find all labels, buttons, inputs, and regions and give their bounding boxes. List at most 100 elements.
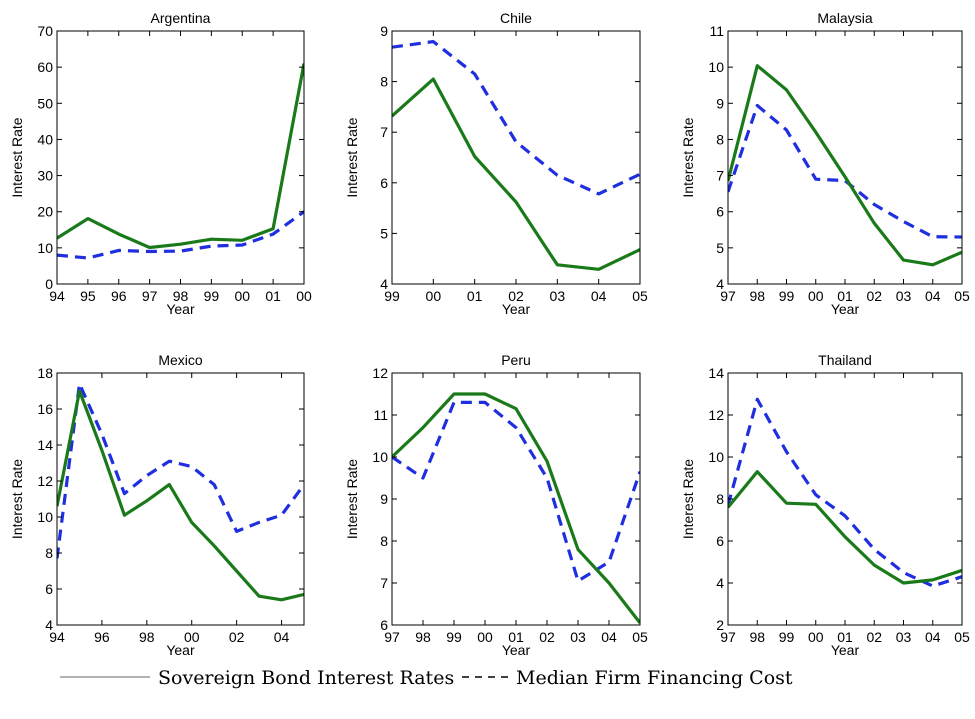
x-tick-label: 99 (204, 288, 220, 304)
y-tick-label: 7 (380, 575, 388, 591)
panel-title: Chile (500, 10, 532, 26)
y-tick-label: 5 (380, 225, 388, 241)
sovereign-series-line-peru (392, 392, 640, 624)
panel-argentina: 94 95 96 97 98 99 00 01 00010203040506070Argenti… (9, 10, 312, 317)
firm-series-line-malaysia (728, 103, 962, 239)
y-tick-label: 12 (372, 365, 388, 381)
x-tick-label: 01 (265, 288, 281, 304)
y-tick-label: 11 (709, 23, 724, 39)
y-axis-label: Interest Rate (344, 117, 360, 197)
x-tick-label: 00 (234, 288, 250, 304)
y-tick-label: 14 (37, 437, 53, 453)
y-tick-label: 20 (37, 204, 53, 220)
y-tick-label: 40 (37, 131, 53, 147)
y-tick-label: 8 (716, 131, 724, 147)
panel-chile: 99 00 01 02 03 04 05 4 5 6 7 8 9 Chile Year Interest Ra… (344, 10, 648, 317)
y-tick-label: 12 (708, 407, 724, 423)
x-tick-label: 96 (111, 288, 127, 304)
y-tick-label: 0 (45, 276, 53, 292)
firm-legend-label: Median Firm Financing Cost (516, 667, 793, 689)
x-tick-label: 04 (601, 629, 617, 645)
x-tick-label: 98 (749, 288, 765, 304)
x-tick-label: 02 (866, 629, 882, 645)
legend-caption: Sovereign Bond Interest Rates Median Fir… (60, 667, 793, 689)
x-tick-label: 03 (896, 288, 912, 304)
plot-frame-argentina (56, 30, 305, 285)
y-tick-label: 8 (716, 491, 724, 507)
x-tick-label: 98 (173, 288, 189, 304)
y-tick-label: 2 (716, 617, 724, 633)
x-tick-label: 99 (384, 288, 400, 304)
y-tick-label: 6 (45, 581, 53, 597)
y-axis-label: Interest Rate (9, 459, 25, 539)
x-axis-label: Year (502, 301, 531, 317)
x-tick-label: 01 (508, 629, 524, 645)
x-tick-label: 00 (184, 629, 200, 645)
panel-malaysia: 97 98 99 00 01 02 03 04 05 4 5 6 7 8 9 10 11 Malaysia Year… (680, 10, 970, 317)
x-tick-label: 00 (477, 629, 493, 645)
plot-frame-chile (391, 30, 641, 285)
y-tick-label: 6 (380, 175, 388, 191)
firm-series-line-peru (392, 400, 640, 583)
y-tick-label: 11 (373, 407, 388, 423)
y-tick-label: 6 (716, 204, 724, 220)
panels: 94 95 96 97 98 99 00 01 00010203040506070Argenti… (9, 10, 970, 658)
x-tick-label: 05 (954, 288, 970, 304)
y-tick-label: 18 (37, 365, 53, 381)
y-tick-label: 10 (37, 240, 53, 256)
panel-title: Thailand (818, 352, 872, 368)
plot-frame-thailand (727, 372, 963, 626)
y-tick-label: 4 (716, 575, 724, 591)
x-tick-label: 01 (837, 288, 853, 304)
x-tick-label: 00 (808, 629, 824, 645)
x-tick-label: 97 (720, 288, 736, 304)
sovereign-legend-label: Sovereign Bond Interest Rates (158, 667, 454, 689)
y-tick-label: 8 (45, 545, 53, 561)
sovereign-series-line-mexico (57, 389, 304, 602)
x-tick-label: 00 (296, 288, 312, 304)
x-tick-label: 00 (808, 288, 824, 304)
x-axis-label: Year (166, 301, 195, 317)
x-tick-label: 00 (426, 288, 442, 304)
x-tick-label: 94 (49, 629, 65, 645)
x-tick-label: 99 (446, 629, 462, 645)
panel-title: Peru (501, 352, 531, 368)
panel-title: Malaysia (817, 10, 872, 26)
x-tick-label: 02 (539, 629, 555, 645)
y-tick-label: 4 (380, 276, 388, 292)
x-axis-label: Year (831, 642, 860, 658)
firm-series-line-chile (392, 39, 640, 196)
y-tick-label: 10 (37, 509, 53, 525)
y-axis-label: Interest Rate (680, 459, 696, 539)
y-tick-label: 9 (380, 23, 388, 39)
y-tick-label: 8 (380, 533, 388, 549)
y-tick-label: 6 (716, 533, 724, 549)
y-tick-label: 8 (380, 74, 388, 90)
x-tick-label: 98 (415, 629, 431, 645)
x-tick-label: 04 (925, 629, 941, 645)
y-tick-label: 70 (37, 23, 53, 39)
x-tick-label: 97 (384, 629, 400, 645)
sovereign-series-line-thailand (728, 470, 962, 585)
y-tick-label: 10 (708, 59, 724, 75)
sovereign-series-line-malaysia (728, 64, 962, 267)
x-tick-label: 95 (80, 288, 96, 304)
firm-series-line-argentina (57, 210, 304, 260)
x-tick-label: 03 (896, 629, 912, 645)
x-axis-label: Year (166, 642, 195, 658)
y-tick-label: 16 (37, 401, 53, 417)
panel-peru: 97 98 99 00 01 02 03 04 05 6 7 8 9 10 11 12 Peru Year Inte… (344, 352, 648, 658)
x-tick-label: 03 (570, 629, 586, 645)
x-tick-label: 04 (925, 288, 941, 304)
plot-frame-mexico (56, 372, 305, 626)
y-axis-label: Interest Rate (680, 117, 696, 197)
y-tick-label: 10 (372, 449, 388, 465)
x-tick-label: 99 (779, 288, 795, 304)
y-tick-label: 7 (380, 124, 388, 140)
x-tick-label: 98 (139, 629, 155, 645)
y-tick-label: 4 (45, 617, 53, 633)
x-tick-label: 96 (94, 629, 110, 645)
y-tick-label: 7 (716, 168, 724, 184)
sovereign-series-line-argentina (57, 63, 304, 250)
y-tick-label: 4 (716, 276, 724, 292)
